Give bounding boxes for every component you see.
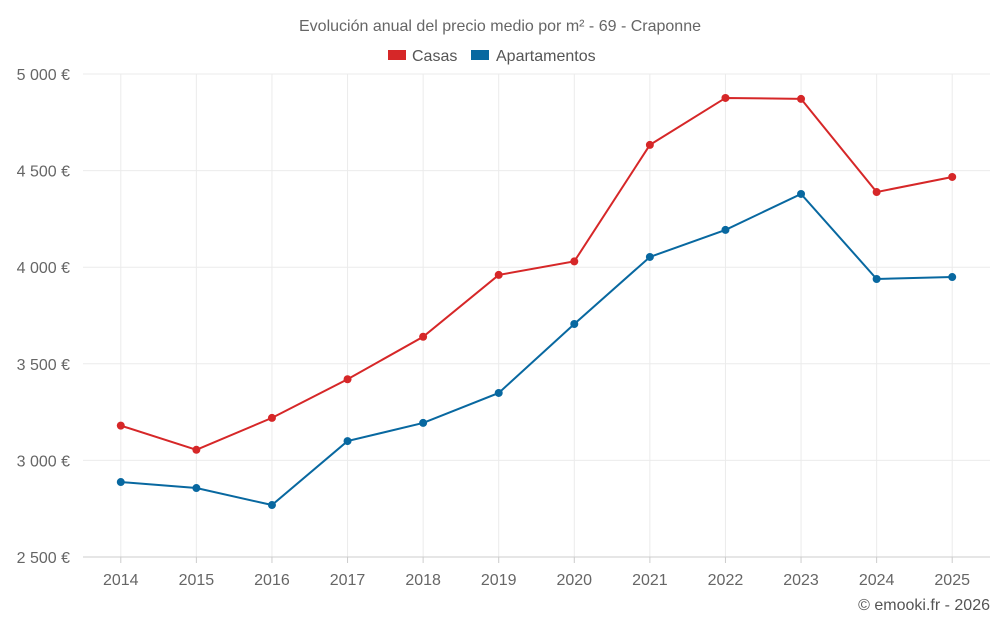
data-point bbox=[116, 478, 125, 487]
x-tick-label: 2022 bbox=[708, 572, 744, 589]
series-line bbox=[120, 192, 953, 507]
legend-label: Apartamentos bbox=[496, 48, 596, 65]
y-axis: 2 500 € 3 000 € 3 500 € 4 000 € 4 500 € 5 000… bbox=[17, 67, 70, 567]
y-tick-label: 3 000 € bbox=[17, 453, 70, 470]
data-point bbox=[570, 257, 579, 266]
legend: Casas Apartamentos bbox=[388, 48, 596, 65]
series-apartamentos bbox=[116, 189, 957, 510]
chart-title: Evolución anual del precio medio por m² … bbox=[299, 18, 701, 35]
x-tick-label: 2015 bbox=[179, 572, 215, 589]
data-point bbox=[872, 188, 881, 197]
data-point bbox=[948, 172, 957, 181]
y-tick-label: 4 500 € bbox=[17, 164, 70, 181]
data-point bbox=[797, 94, 806, 103]
x-tick-label: 2019 bbox=[481, 572, 517, 589]
x-tick-label: 2025 bbox=[934, 572, 970, 589]
data-point bbox=[721, 93, 730, 102]
data-point bbox=[797, 189, 806, 198]
series-line bbox=[120, 96, 953, 451]
data-point bbox=[494, 270, 503, 279]
y-tick-label: 3 500 € bbox=[17, 357, 70, 374]
legend-swatch bbox=[471, 50, 489, 60]
data-point bbox=[645, 252, 654, 261]
data-point bbox=[494, 388, 503, 397]
data-point bbox=[267, 501, 276, 510]
x-tick-label: 2016 bbox=[254, 572, 290, 589]
legend-swatch bbox=[388, 50, 406, 60]
y-tick-label: 2 500 € bbox=[17, 550, 70, 567]
data-point bbox=[192, 445, 201, 454]
x-tick-label: 2023 bbox=[783, 572, 819, 589]
data-point bbox=[116, 421, 125, 430]
x-tick-label: 2017 bbox=[330, 572, 366, 589]
data-point bbox=[948, 273, 957, 282]
y-tick-label: 5 000 € bbox=[17, 67, 70, 84]
data-point bbox=[570, 320, 579, 329]
legend-label: Casas bbox=[412, 48, 457, 65]
x-tick-label: 2020 bbox=[556, 572, 592, 589]
data-point bbox=[267, 413, 276, 422]
x-tick-label: 2014 bbox=[103, 572, 139, 589]
data-point bbox=[192, 484, 201, 493]
data-point bbox=[343, 375, 352, 384]
series-casas bbox=[116, 93, 957, 454]
legend-item-apartamentos: Apartamentos bbox=[471, 48, 596, 65]
legend-item-casas: Casas bbox=[388, 48, 457, 65]
data-point bbox=[419, 418, 428, 427]
data-point bbox=[419, 332, 428, 341]
data-point bbox=[721, 225, 730, 234]
grid bbox=[83, 73, 990, 558]
data-point bbox=[645, 140, 654, 149]
x-tick-label: 2018 bbox=[405, 572, 441, 589]
data-point bbox=[872, 274, 881, 283]
y-tick-label: 4 000 € bbox=[17, 260, 70, 277]
series-group bbox=[116, 93, 957, 510]
data-point bbox=[343, 437, 352, 446]
credit-text: © emooki.fr - 2026 bbox=[858, 597, 990, 614]
x-tick-label: 2024 bbox=[859, 572, 895, 589]
x-axis: 2014 2015 2016 2017 2018 2019 2020 2021 2022 2023… bbox=[83, 556, 990, 589]
x-tick-label: 2021 bbox=[632, 572, 668, 589]
